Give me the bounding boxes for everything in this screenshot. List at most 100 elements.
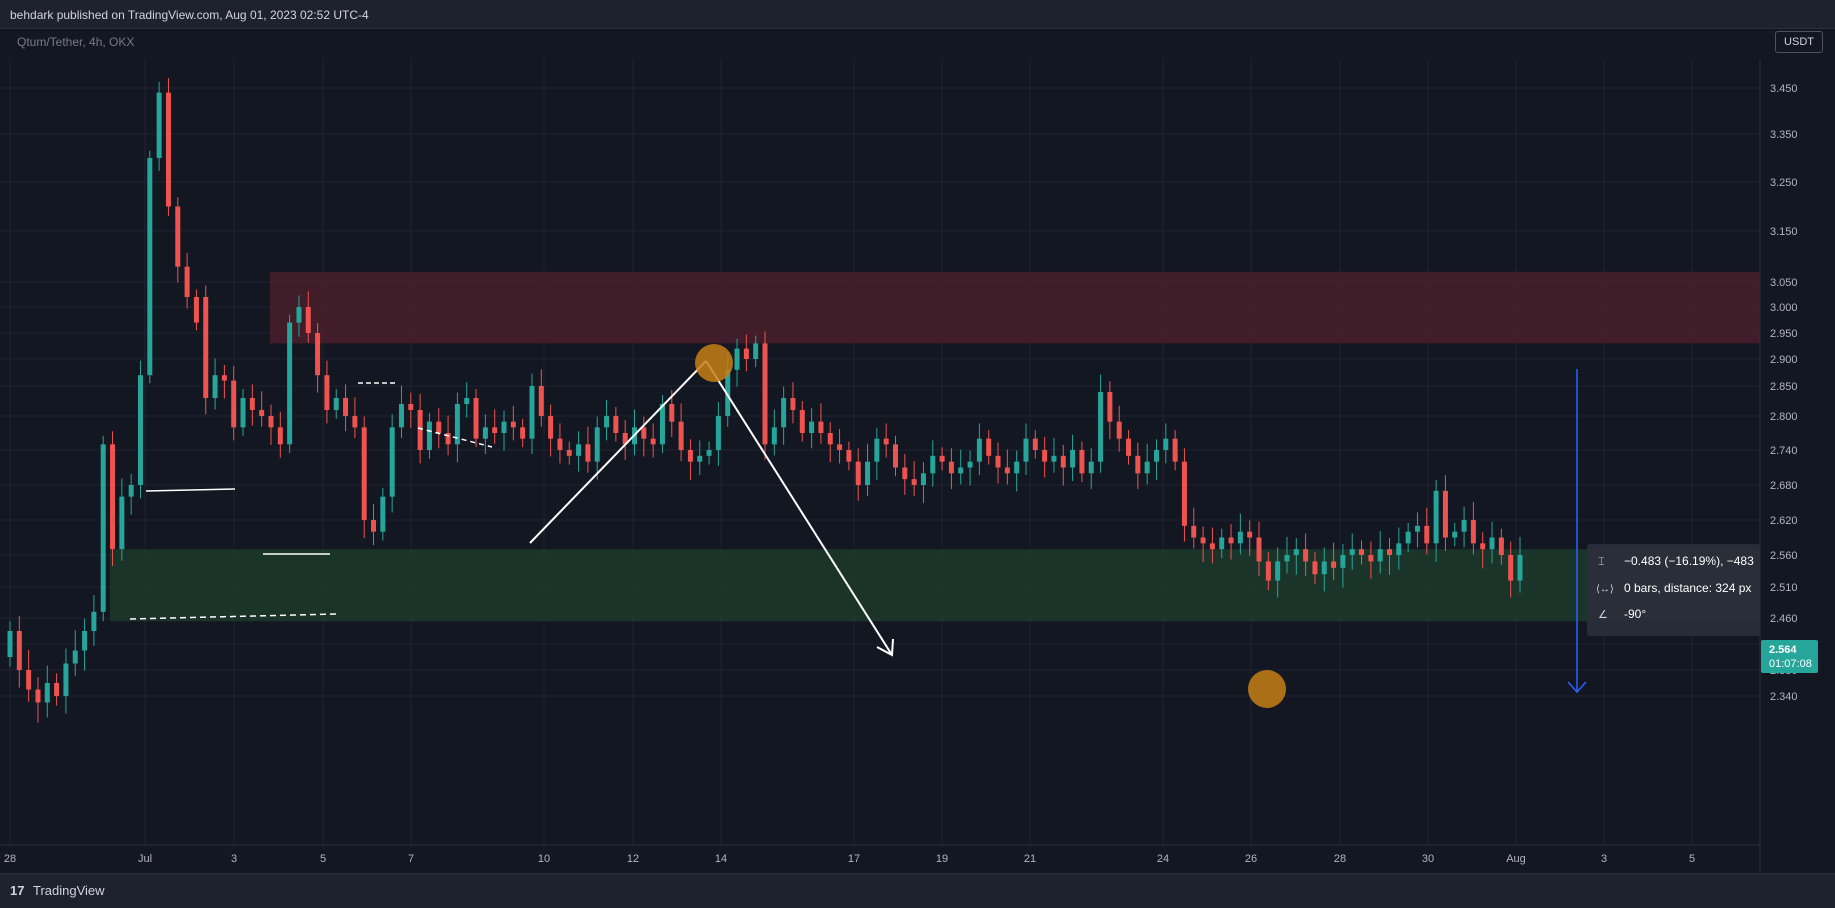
candle-body[interactable]: [1116, 421, 1122, 439]
candle-body[interactable]: [324, 375, 330, 410]
candle-body[interactable]: [920, 473, 926, 485]
candle-body[interactable]: [1265, 561, 1271, 581]
candle-body[interactable]: [1051, 455, 1057, 462]
candle-body[interactable]: [510, 421, 516, 428]
candle-body[interactable]: [35, 689, 41, 703]
chart-area[interactable]: Qtum/Tether, 4h, OKX USDT ⌶ −0.483 (−16.…: [0, 29, 1835, 872]
candle-body[interactable]: [1331, 561, 1337, 568]
dashed-line-1[interactable]: [129, 613, 337, 620]
candle-body[interactable]: [781, 398, 787, 428]
candle-body[interactable]: [91, 611, 97, 631]
candle-body[interactable]: [361, 427, 367, 520]
candle-body[interactable]: [1023, 438, 1029, 462]
candle-body[interactable]: [1368, 555, 1374, 562]
candle-body[interactable]: [1498, 537, 1504, 556]
candle-body[interactable]: [1200, 537, 1206, 544]
candle-body[interactable]: [305, 307, 311, 333]
candle-body[interactable]: [1256, 537, 1262, 562]
candle-body[interactable]: [790, 398, 796, 410]
candle-body[interactable]: [371, 520, 377, 532]
candle-body[interactable]: [110, 444, 116, 550]
candle-body[interactable]: [1377, 549, 1383, 562]
candle-body[interactable]: [892, 444, 898, 468]
candle-body[interactable]: [1191, 525, 1197, 538]
candle-body[interactable]: [1014, 461, 1020, 474]
candle-body[interactable]: [687, 450, 693, 462]
candle-body[interactable]: [1079, 450, 1085, 474]
candle-body[interactable]: [63, 663, 69, 697]
candle-body[interactable]: [1144, 461, 1150, 474]
candle-body[interactable]: [72, 650, 78, 664]
candle-body[interactable]: [1517, 555, 1523, 581]
candle-body[interactable]: [147, 158, 153, 376]
candle-body[interactable]: [659, 404, 665, 445]
candle-body[interactable]: [1209, 543, 1215, 550]
candle-body[interactable]: [445, 433, 451, 445]
candle-body[interactable]: [976, 438, 982, 462]
candle-body[interactable]: [529, 386, 535, 439]
candle-body[interactable]: [389, 427, 395, 497]
candle-body[interactable]: [296, 307, 302, 323]
candle-body[interactable]: [557, 438, 563, 450]
candle-body[interactable]: [604, 416, 610, 428]
candle-body[interactable]: [1228, 537, 1234, 544]
candle-body[interactable]: [1396, 543, 1402, 555]
candle-body[interactable]: [1303, 549, 1309, 562]
candle-body[interactable]: [82, 631, 88, 651]
candle-body[interactable]: [1312, 561, 1318, 575]
candle-body[interactable]: [193, 297, 199, 323]
currency-button[interactable]: USDT: [1775, 31, 1823, 53]
candle-body[interactable]: [436, 421, 442, 433]
candle-body[interactable]: [1219, 537, 1225, 550]
candle-body[interactable]: [54, 683, 60, 696]
candle-body[interactable]: [948, 461, 954, 474]
candle-body[interactable]: [585, 444, 591, 462]
candle-body[interactable]: [156, 92, 162, 158]
candle-body[interactable]: [548, 416, 554, 439]
support-line-1[interactable]: [145, 488, 236, 492]
candle-body[interactable]: [1088, 461, 1094, 474]
candle-body[interactable]: [622, 433, 628, 445]
candle-body[interactable]: [799, 410, 805, 433]
candle-body[interactable]: [119, 496, 125, 550]
candle-body[interactable]: [221, 375, 227, 381]
candle-body[interactable]: [855, 461, 861, 485]
candle-body[interactable]: [837, 444, 843, 450]
candle-body[interactable]: [762, 343, 768, 445]
candle-body[interactable]: [1293, 549, 1299, 555]
candle-body[interactable]: [995, 455, 1001, 468]
candle-body[interactable]: [902, 467, 908, 480]
candle-body[interactable]: [1321, 561, 1327, 575]
candle-body[interactable]: [1247, 531, 1253, 538]
dashed-line-2[interactable]: [417, 427, 493, 448]
candle-body[interactable]: [1461, 520, 1467, 532]
candle-body[interactable]: [566, 450, 572, 456]
candle-body[interactable]: [1107, 392, 1113, 422]
candle-body[interactable]: [240, 398, 246, 428]
candle-body[interactable]: [1004, 467, 1010, 474]
candle-body[interactable]: [706, 450, 712, 456]
candle-body[interactable]: [576, 444, 582, 456]
candle-body[interactable]: [1414, 525, 1420, 532]
candle-body[interactable]: [128, 485, 134, 497]
candle-body[interactable]: [287, 322, 293, 445]
candle-body[interactable]: [1275, 561, 1281, 581]
demand-zone[interactable]: [110, 549, 1760, 622]
candle-body[interactable]: [930, 455, 936, 474]
candle-body[interactable]: [184, 266, 190, 297]
candle-body[interactable]: [986, 438, 992, 456]
candle-body[interactable]: [911, 479, 917, 485]
candle-body[interactable]: [231, 380, 237, 428]
candle-body[interactable]: [268, 416, 274, 428]
candle-body[interactable]: [1387, 549, 1393, 555]
trend-line-up[interactable]: [529, 360, 707, 544]
candle-body[interactable]: [492, 427, 498, 433]
candle-body[interactable]: [734, 348, 740, 370]
candle-body[interactable]: [1470, 520, 1476, 544]
candle-body[interactable]: [883, 438, 889, 445]
candle-body[interactable]: [874, 438, 880, 462]
candle-body[interactable]: [277, 427, 283, 445]
candle-body[interactable]: [26, 670, 32, 690]
candle-body[interactable]: [1480, 543, 1486, 550]
candle-body[interactable]: [1452, 531, 1458, 538]
